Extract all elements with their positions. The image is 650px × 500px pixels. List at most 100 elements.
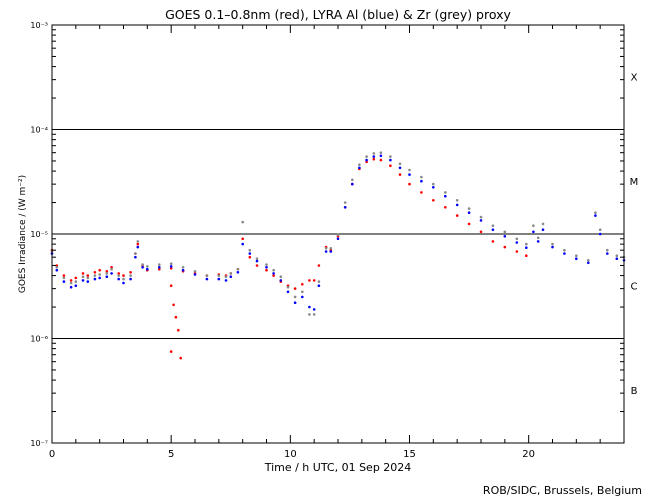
data-point [205,274,209,277]
data-point [81,275,85,279]
data-point [158,267,161,271]
data-point [301,290,304,294]
data-point [317,280,321,283]
series-group [50,151,626,316]
flare-class-labels: X M C B [630,73,639,397]
data-point [193,270,197,273]
data-point [217,274,221,277]
data-point [389,155,392,158]
data-point [129,274,132,277]
data-point [255,259,259,263]
data-point [343,206,347,209]
data-point [122,277,125,281]
series-group [50,157,528,290]
data-point [181,268,185,272]
flare-class-label: M [630,177,639,188]
data-point [248,255,252,259]
data-point [98,276,101,280]
data-point [272,268,275,272]
data-point [598,232,602,236]
data-point [158,263,161,266]
data-point [241,242,244,246]
data-point [174,315,178,319]
data-point [420,179,423,183]
x-tick-label: 10 [284,449,297,460]
data-point [532,230,535,234]
data-point [491,224,495,227]
data-point [279,279,283,282]
data-point [301,295,304,299]
credit-text: ROB/SIDC, Brussels, Belgium [483,484,642,497]
data-point [455,199,459,202]
data-point [93,274,97,277]
data-point [379,154,383,158]
data-point [122,274,125,277]
data-series [50,151,626,360]
data-point [279,275,283,279]
data-point [81,272,85,275]
data-point [379,151,383,154]
data-point [324,247,328,250]
data-point [467,222,471,226]
data-point [69,281,73,285]
chart-title: GOES 0.1–0.8nm (red), LYRA Al (blue) & Z… [165,7,511,22]
data-point [110,267,113,271]
data-point [575,257,578,261]
data-point [455,214,459,217]
data-point [98,268,101,272]
data-point [365,155,368,158]
data-point [74,280,78,283]
data-point [587,261,590,265]
data-point [93,277,97,281]
data-point [317,264,321,267]
data-point [169,350,173,353]
data-point [105,270,109,273]
data-point [444,191,447,194]
data-point [615,254,619,257]
flare-class-label: X [631,73,638,84]
data-point [432,182,435,186]
data-point [515,250,519,253]
data-point [122,281,125,285]
data-point [503,245,507,249]
data-point [420,191,423,194]
data-point [229,272,233,275]
data-point [308,305,311,309]
data-point [329,247,333,250]
data-point [351,178,354,182]
data-point [329,250,333,253]
data-point [110,266,113,269]
data-point [301,283,304,286]
x-axis-label: Time / h UTC, 01 Sep 2024 [264,461,412,474]
data-point [224,279,228,282]
data-point [365,160,368,164]
data-point [255,257,259,261]
data-point [398,173,402,176]
data-point [606,248,609,252]
y-tick-label: 10⁻⁶ [30,335,48,344]
data-point [105,272,109,275]
data-point [444,194,447,198]
data-point [398,166,402,170]
data-point [551,242,554,246]
data-point [358,166,361,170]
data-point [420,175,423,179]
data-point [141,266,144,269]
data-point [358,163,361,166]
data-point [117,274,120,277]
y-tick-label: 10⁻⁵ [30,230,48,239]
series-group [169,284,182,360]
data-point [324,250,328,253]
x-tick-label: 0 [49,449,55,460]
data-point [136,245,140,249]
plot-frame [51,24,625,444]
data-point [532,224,535,227]
data-point [525,242,528,246]
data-point [62,274,66,277]
data-point [503,235,507,238]
data-point [525,254,528,257]
data-point [594,211,597,214]
data-point [146,265,149,268]
data-point [467,207,471,210]
